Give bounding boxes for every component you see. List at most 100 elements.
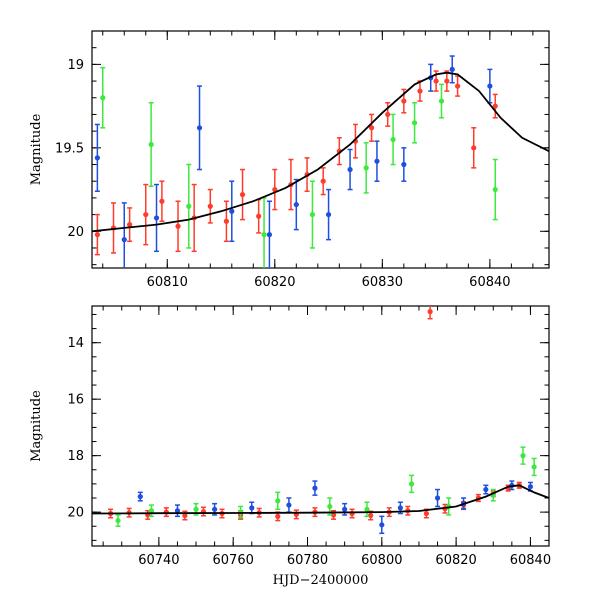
data-point xyxy=(531,464,537,470)
data-point xyxy=(309,211,316,218)
data-point xyxy=(223,218,230,224)
data-point xyxy=(286,502,292,508)
data-point xyxy=(368,512,374,519)
data-point xyxy=(427,309,433,315)
data-point xyxy=(256,213,262,219)
data-point xyxy=(363,165,369,171)
series-red xyxy=(94,70,498,256)
data-point xyxy=(148,141,154,148)
data-point xyxy=(94,232,100,238)
series-blue xyxy=(94,55,493,268)
x-axis-title: HJD−2400000 xyxy=(273,573,369,588)
data-point xyxy=(196,125,203,131)
data-point xyxy=(347,166,353,173)
data-point xyxy=(121,237,127,243)
data-point xyxy=(433,78,439,84)
data-point xyxy=(153,215,160,221)
data-point xyxy=(186,203,192,209)
data-point xyxy=(100,95,106,101)
data-point xyxy=(434,495,441,501)
data-point xyxy=(444,78,450,84)
data-point xyxy=(261,232,267,238)
data-point xyxy=(325,211,332,218)
data-point xyxy=(174,508,181,514)
x-tick-label: 60840 xyxy=(510,553,551,568)
x-tick-label: 60820 xyxy=(435,553,476,568)
data-point xyxy=(148,508,155,514)
data-point xyxy=(527,484,534,490)
data-point xyxy=(401,161,407,168)
data-point xyxy=(455,83,461,89)
x-tick-label: 60800 xyxy=(361,553,402,568)
data-point xyxy=(411,120,418,126)
x-tick-label: 60810 xyxy=(147,275,188,290)
data-point xyxy=(312,485,318,491)
y-tick-label: 14 xyxy=(67,336,84,351)
plot-frame xyxy=(91,30,550,269)
series-blue xyxy=(137,480,534,535)
y-tick-label: 18 xyxy=(67,449,84,464)
data-point xyxy=(492,103,498,109)
data-point xyxy=(249,505,255,511)
data-point xyxy=(397,505,403,511)
y-tick-label: 19 xyxy=(67,58,84,73)
data-point xyxy=(487,83,493,89)
data-point xyxy=(374,158,380,164)
data-point xyxy=(127,222,133,228)
x-tick-label: 60740 xyxy=(138,553,179,568)
data-point xyxy=(423,510,429,517)
plot-frame xyxy=(91,305,550,547)
y-tick-label: 20 xyxy=(67,506,84,521)
y-tick-label: 20 xyxy=(67,225,84,240)
data-point xyxy=(275,498,281,504)
series-green xyxy=(115,446,537,527)
data-point xyxy=(320,178,326,184)
data-point xyxy=(327,503,333,510)
data-point xyxy=(137,493,143,500)
bottom-panel: 60740 60760 60780 60800 60820 60840 14 16 18 20 Ma… xyxy=(29,305,551,588)
data-point xyxy=(330,512,337,518)
y-tick-label: 19.5 xyxy=(55,141,84,156)
y-axis-title: Magnitude xyxy=(29,113,44,185)
data-point xyxy=(368,125,375,131)
data-point xyxy=(483,486,489,493)
data-point xyxy=(115,517,121,524)
data-point xyxy=(417,88,423,94)
data-point xyxy=(143,211,149,218)
data-point xyxy=(193,506,199,512)
data-point xyxy=(229,208,235,214)
x-tick-label: 60840 xyxy=(469,275,510,290)
data-point xyxy=(212,506,218,512)
data-point xyxy=(492,186,498,193)
data-point xyxy=(438,98,445,104)
data-point xyxy=(182,512,188,519)
x-tick-label: 60780 xyxy=(287,553,328,568)
data-point xyxy=(364,506,370,512)
y-axis-title: Magnitude xyxy=(29,390,44,462)
data-point xyxy=(239,191,246,198)
data-point xyxy=(401,98,407,104)
data-point xyxy=(408,481,415,487)
data-layer xyxy=(92,306,549,535)
data-point xyxy=(275,513,281,519)
data-point xyxy=(471,145,477,151)
data-point xyxy=(207,203,213,209)
model-curve xyxy=(92,71,549,233)
data-point xyxy=(175,223,181,229)
x-tick-label: 60760 xyxy=(213,553,254,568)
model-curve xyxy=(92,484,549,515)
data-point xyxy=(159,198,165,204)
data-point xyxy=(342,506,348,512)
data-point xyxy=(385,111,391,118)
data-point xyxy=(449,66,455,72)
data-point xyxy=(520,453,526,459)
x-tick-label: 60830 xyxy=(362,275,403,290)
top-panel: 60810 60820 60830 60840 19 19.5 20 Magnitude xyxy=(29,30,550,290)
x-tick-label: 60820 xyxy=(254,275,295,290)
data-point xyxy=(379,522,385,528)
data-point xyxy=(94,155,100,161)
data-point xyxy=(293,201,299,208)
series-green xyxy=(100,66,498,268)
data-point xyxy=(390,136,396,143)
